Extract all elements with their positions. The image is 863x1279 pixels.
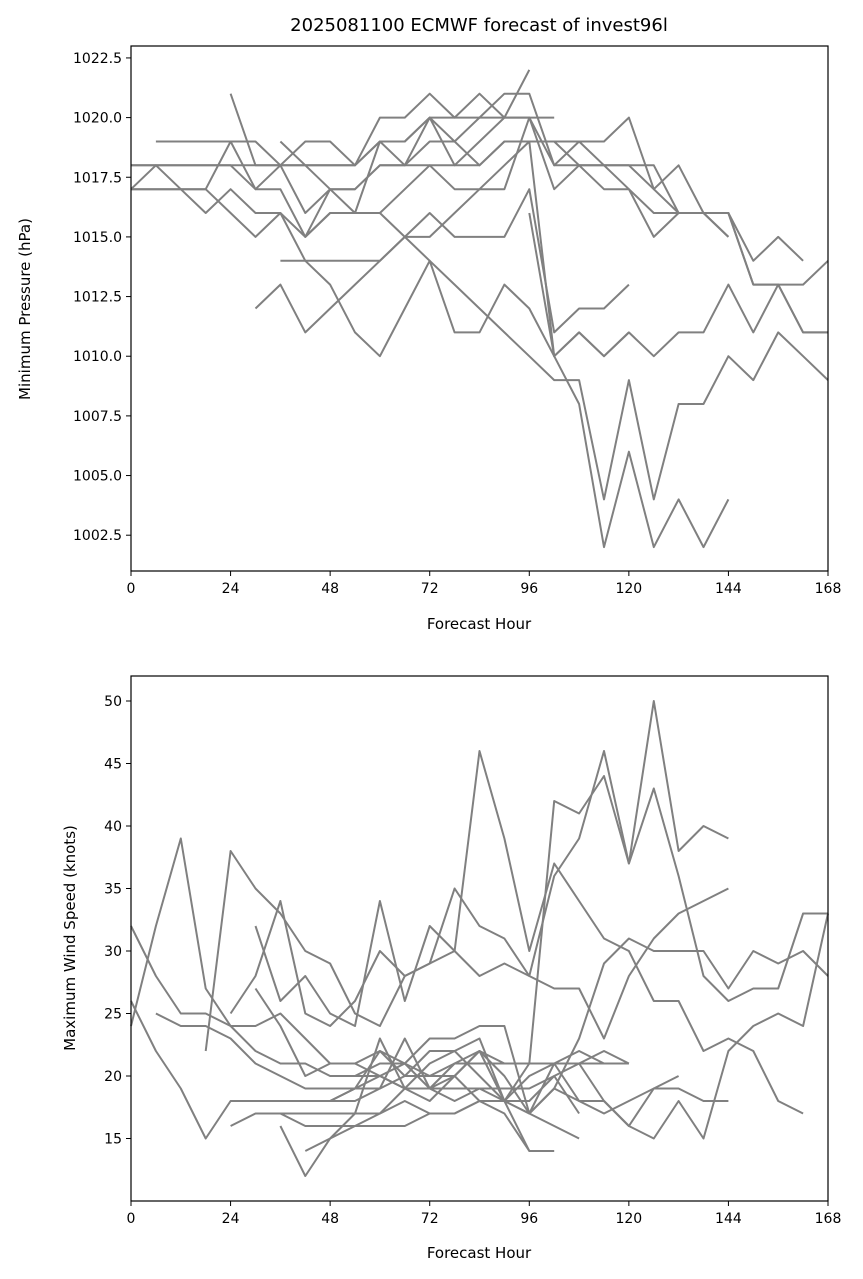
pressure-series-group (130, 69, 829, 549)
wind-x-tick-label: 168 (815, 1211, 842, 1227)
pressure-y-tick-label: 1012.5 (73, 290, 122, 306)
wind-y-tick-label: 20 (104, 1069, 122, 1085)
pressure-y-axis-label: Minimum Pressure (hPa) (16, 218, 34, 400)
wind-axes: 0 24 48 72 96 120 144 168 15 20 25 30 35 40 45 50 (104, 675, 842, 1227)
wind-series-line (279, 1037, 605, 1177)
pressure-x-tick-label: 96 (520, 581, 538, 597)
wind-y-tick-label: 45 (104, 757, 122, 773)
wind-series-line (254, 750, 804, 1115)
pressure-x-axis-label: Forecast Hour (427, 615, 532, 633)
pressure-y-tick-label: 1022.5 (73, 51, 122, 67)
wind-y-tick-label: 35 (104, 882, 122, 898)
wind-plot-frame (130, 675, 829, 1202)
pressure-series-line (280, 116, 730, 262)
pressure-y-tick-label: 1002.5 (73, 528, 122, 544)
pressure-series-line (528, 212, 630, 358)
wind-x-tick-label: 0 (127, 1211, 136, 1227)
pressure-y-tick-label: 1020.0 (73, 111, 122, 127)
wind-y-tick-label: 25 (104, 1007, 122, 1023)
wind-series-line (255, 1100, 580, 1140)
pressure-axes: 0 24 48 72 96 120 144 168 1002.5 1005.0 1007.5 1010… (73, 45, 842, 597)
wind-series-line (304, 700, 729, 1152)
wind-series-line (130, 837, 829, 1140)
pressure-y-tick-label: 1015.0 (73, 230, 122, 246)
pressure-x-tick-label: 168 (815, 581, 842, 597)
pressure-x-tick-label: 48 (321, 581, 339, 597)
pressure-x-tick-label: 120 (615, 581, 642, 597)
wind-series-line (204, 850, 729, 1052)
wind-x-tick-label: 120 (615, 1211, 642, 1227)
wind-series-line (155, 1012, 680, 1115)
wind-y-tick-label: 50 (104, 694, 122, 710)
pressure-plot-frame (130, 45, 829, 572)
wind-x-tick-label: 144 (715, 1211, 742, 1227)
wind-y-axis-label: Maximum Wind Speed (knots) (61, 825, 79, 1051)
wind-x-tick-label: 96 (520, 1211, 538, 1227)
pressure-y-tick-label: 1017.5 (73, 170, 122, 186)
wind-y-tick-label: 30 (104, 944, 122, 960)
pressure-chart: 2025081100 ECMWF forecast of invest96l 0… (16, 15, 841, 633)
wind-series-line (229, 750, 828, 1027)
wind-y-tick-label: 40 (104, 819, 122, 835)
pressure-series-line (229, 93, 555, 167)
wind-x-tick-label: 48 (321, 1211, 339, 1227)
pressure-x-tick-label: 144 (715, 581, 742, 597)
wind-series-line (329, 1037, 555, 1152)
pressure-x-tick-label: 72 (421, 581, 439, 597)
pressure-chart-title: 2025081100 ECMWF forecast of invest96l (290, 15, 668, 36)
pressure-series-line (279, 140, 730, 238)
wind-series-line (329, 1050, 630, 1102)
pressure-y-tick-label: 1010.0 (73, 349, 122, 365)
wind-series-group (130, 700, 829, 1177)
pressure-x-tick-label: 24 (222, 581, 240, 597)
pressure-series-line (130, 164, 829, 501)
wind-x-tick-label: 24 (222, 1211, 240, 1227)
wind-y-tick-label: 15 (104, 1132, 122, 1148)
pressure-y-tick-label: 1005.0 (73, 469, 122, 485)
wind-x-tick-label: 72 (421, 1211, 439, 1227)
wind-x-axis-label: Forecast Hour (427, 1244, 532, 1262)
pressure-y-tick-label: 1007.5 (73, 409, 122, 425)
wind-chart: 0 24 48 72 96 120 144 168 15 20 25 30 35 40 45 50 Forec… (61, 675, 842, 1262)
pressure-series-line (155, 69, 531, 167)
pressure-x-tick-label: 0 (127, 581, 136, 597)
